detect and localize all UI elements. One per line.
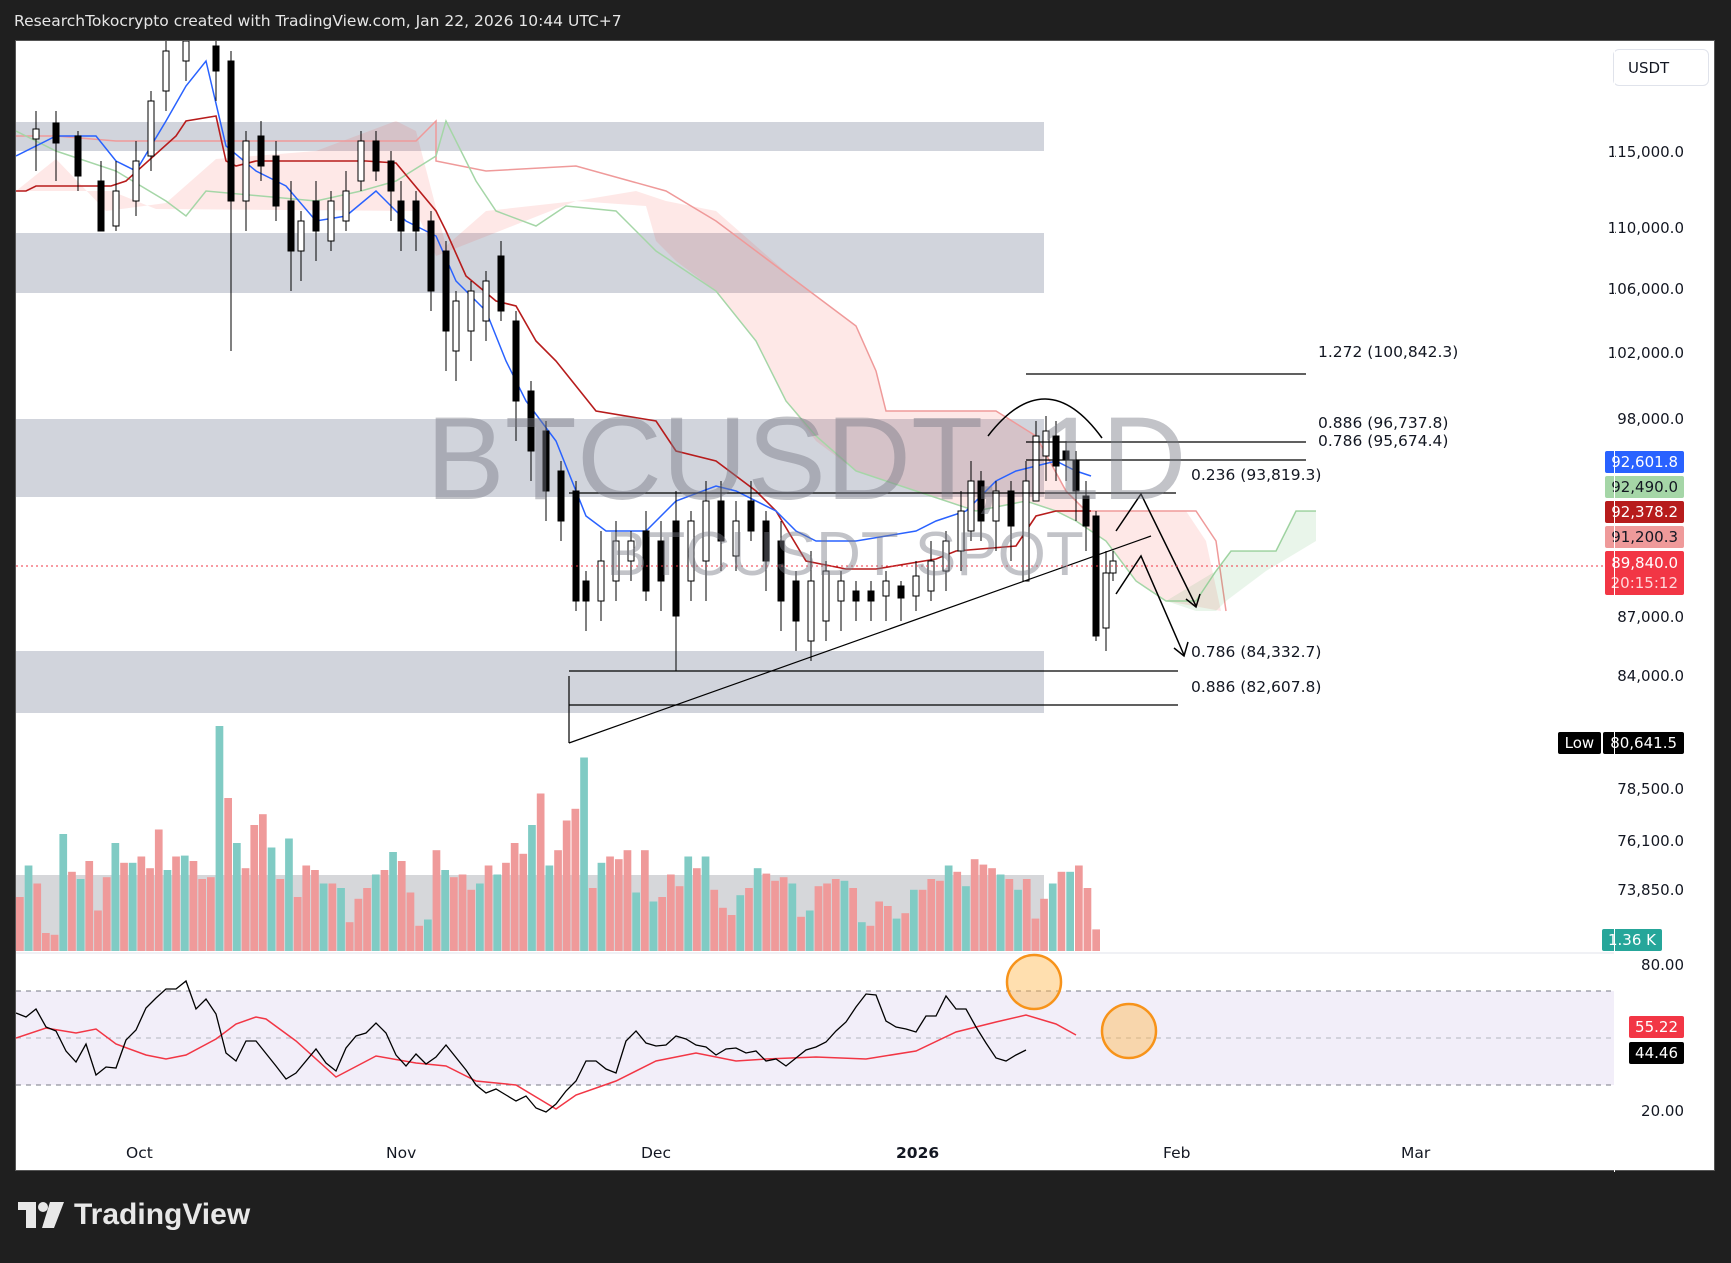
price-axis-label: 106,000.0 [1607,280,1684,298]
volume-tag: 1.36 K [1601,929,1662,951]
last-price-tag: 89,840.0 20:15:12 [1604,551,1684,595]
low-value: 80,641.5 [1603,732,1684,754]
symbol-subtitle-watermark: BTCUSDT SPOT [606,520,1084,589]
low-label: Low [1557,732,1602,754]
chart-frame[interactable]: BTCUSDT, 1D BTCUSDT SPOT 1.272 (100,842.… [15,40,1716,1172]
footer: TradingView [0,1172,1731,1263]
rsi-axis-label: 20.00 [1641,1102,1684,1120]
resistance-zone-2 [16,233,1044,293]
support-zone [16,651,1044,713]
rsi-ma-tag: 55.22 [1629,1016,1684,1038]
attribution-text: ResearchTokocrypto created with TradingV… [14,12,622,30]
base-line-tag: 92,378.2 [1605,501,1684,523]
time-axis-dec: Dec [641,1144,671,1162]
resistance-zone-1 [16,122,1044,151]
fib-label-0236: 0.236 (93,819.3) [1191,466,1322,484]
currency-button[interactable]: USDT [1613,49,1709,86]
fib-label-0786-upper: 0.786 (95,674.4) [1318,432,1449,450]
time-axis-nov: Nov [386,1144,417,1162]
price-axis-label: 102,000.0 [1607,344,1684,362]
last-price-value: 89,840.0 [1611,554,1678,572]
fib-label-0786-lower: 0.786 (84,332.7) [1191,643,1322,661]
price-axis-label: 78,500.0 [1617,780,1684,798]
rsi-axis-label: 80.00 [1641,956,1684,974]
conversion-line-tag: 92,601.8 [1605,451,1684,473]
rsi-value-tag: 44.46 [1629,1042,1684,1064]
price-axis-divider [1614,41,1615,1172]
fib-label-0886-upper: 0.886 (96,737.8) [1318,414,1449,432]
attribution-bar: ResearchTokocrypto created with TradingV… [0,0,1731,40]
time-axis-2026: 2026 [896,1144,940,1162]
brand-name: TradingView [74,1198,251,1231]
symbol-watermark: BTCUSDT, 1D [426,393,1187,525]
price-axis-label: 98,000.0 [1617,410,1684,428]
price-axis-label: 84,000.0 [1617,667,1684,685]
leading-span-b-tag: 91,200.3 [1605,526,1684,548]
bar-countdown: 20:15:12 [1610,574,1678,592]
tradingview-logo[interactable]: TradingView [18,1198,250,1232]
price-axis-label: 73,850.0 [1617,881,1684,899]
chart-canvas[interactable] [16,41,1716,1172]
fib-label-1272: 1.272 (100,842.3) [1318,343,1459,361]
time-axis-mar: Mar [1401,1144,1431,1162]
time-axis-oct: Oct [126,1144,153,1162]
time-axis-feb: Feb [1163,1144,1191,1162]
price-axis-label: 76,100.0 [1617,832,1684,850]
fib-label-0886-lower: 0.886 (82,607.8) [1191,678,1322,696]
price-axis-label: 110,000.0 [1607,219,1684,237]
price-axis-label: 115,000.0 [1607,143,1684,161]
leading-span-a-tag: 92,490.0 [1605,476,1684,498]
price-axis-label: 87,000.0 [1617,608,1684,626]
low-tag: Low 80,641.5 [1557,732,1684,754]
tradingview-logo-icon [18,1202,64,1228]
